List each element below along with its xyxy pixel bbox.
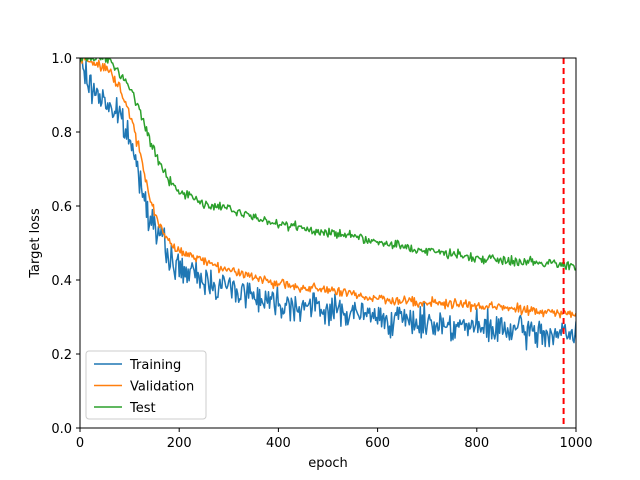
x-axis: 0 200 400 600 800 1000 xyxy=(76,428,593,451)
legend-label-validation: Validation xyxy=(130,380,194,395)
plot-frame xyxy=(79,57,577,429)
x-tick-label: 600 xyxy=(365,436,390,451)
series-line-test xyxy=(80,58,576,271)
y-tick-label: 0.8 xyxy=(51,126,72,141)
legend: Training Validation Test xyxy=(85,350,207,420)
y-tick-label: 0.0 xyxy=(51,422,72,437)
y-tick-label: 1.0 xyxy=(51,52,72,67)
x-tick-label: 200 xyxy=(167,436,192,451)
x-tick-label: 400 xyxy=(266,436,291,451)
legend-label-test: Test xyxy=(129,401,156,416)
x-tick-label: 1000 xyxy=(559,436,592,451)
series-line-validation xyxy=(80,58,576,319)
y-axis: 0.0 0.2 0.4 0.6 0.8 1.0 xyxy=(51,52,80,437)
series-layer xyxy=(80,58,576,351)
series-line-training xyxy=(80,58,576,351)
x-axis-label: epoch xyxy=(308,456,348,471)
y-tick-label: 0.6 xyxy=(51,200,72,215)
y-tick-label: 0.2 xyxy=(51,348,72,363)
legend-label-training: Training xyxy=(129,358,181,373)
x-tick-label: 0 xyxy=(76,436,84,451)
legend-box xyxy=(85,350,207,420)
y-axis-label: Target loss xyxy=(28,208,43,279)
y-tick-label: 0.4 xyxy=(51,274,72,289)
x-tick-label: 800 xyxy=(464,436,489,451)
